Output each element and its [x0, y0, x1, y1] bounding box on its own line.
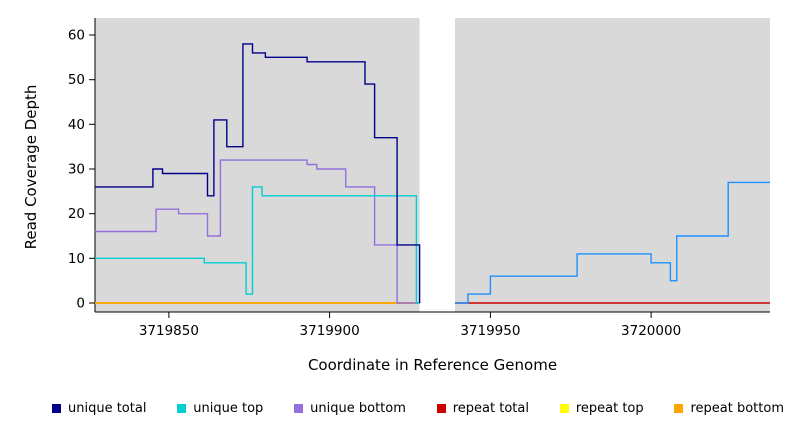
svg-text:3720000: 3720000 — [621, 323, 681, 339]
legend-swatch-unique-bottom — [294, 404, 304, 413]
svg-text:0: 0 — [76, 296, 85, 312]
legend-swatch-repeat-bottom — [674, 404, 684, 413]
svg-text:3719900: 3719900 — [300, 323, 360, 339]
svg-text:60: 60 — [68, 28, 85, 44]
legend-swatch-unique-total — [52, 404, 61, 413]
legend-swatch-repeat-top — [559, 404, 569, 413]
chart-legend: unique total unique top unique bottom re… — [52, 401, 784, 416]
legend-item-unique-total: unique total — [52, 401, 146, 416]
chart-canvas: 3719850 3719900 3719950 3720000 0 10 20 30 40 50 6… — [68, 18, 770, 339]
legend-swatch-repeat-total — [436, 404, 446, 413]
legend-label-repeat-top: repeat top — [575, 401, 644, 416]
legend-item-unique-bottom: unique bottom — [294, 401, 406, 416]
svg-text:30: 30 — [68, 162, 85, 178]
legend-swatch-unique-top — [177, 404, 187, 413]
svg-text:40: 40 — [68, 117, 85, 133]
legend-label-repeat-bottom: repeat bottom — [690, 401, 784, 416]
svg-text:3719850: 3719850 — [139, 323, 199, 339]
legend-item-repeat-bottom: repeat bottom — [674, 401, 784, 416]
legend-label-repeat-total: repeat total — [452, 401, 529, 416]
x-axis-label: Coordinate in Reference Genome — [307, 356, 558, 374]
svg-text:50: 50 — [68, 72, 85, 88]
legend-item-repeat-top: repeat top — [559, 401, 644, 416]
svg-text:10: 10 — [68, 251, 85, 267]
legend-label-unique-total: unique total — [68, 401, 147, 416]
svg-text:20: 20 — [68, 206, 85, 222]
legend-label-unique-bottom: unique bottom — [310, 401, 406, 416]
legend-item-unique-top: unique top — [177, 401, 263, 416]
legend-label-unique-top: unique top — [193, 401, 264, 416]
y-axis-label: Read Coverage Depth — [22, 84, 40, 250]
legend-item-repeat-total: repeat total — [436, 401, 529, 416]
svg-text:3719950: 3719950 — [460, 323, 520, 339]
